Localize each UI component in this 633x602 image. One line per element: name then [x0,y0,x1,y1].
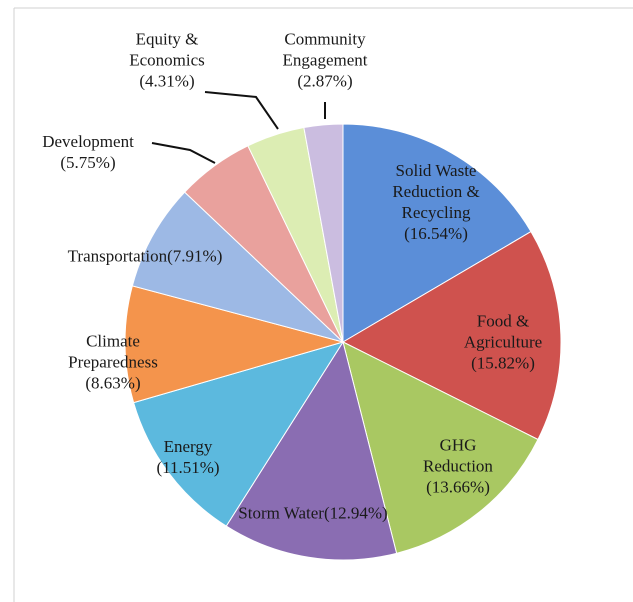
category-label: GHG Reduction [423,435,493,476]
slice-label: Transportation(7.91%) [30,246,260,267]
slice-label: Climate Preparedness (8.63%) [57,331,169,394]
category-label: Community Engagement [282,29,368,70]
slice-label: Solid Waste Reduction & Recycling (16.54%… [375,160,497,244]
value-label: (4.31%) [139,71,195,91]
pie-slice [124,285,345,404]
value-label: (2.87%) [297,71,353,91]
category-label: Climate Preparedness [68,331,158,372]
slice-label: Storm Water(12.94%) [238,503,388,524]
pie-slice [341,230,562,441]
leader-line [151,142,216,164]
pie-slice [225,340,398,561]
category-label: Food & Agriculture [463,311,543,352]
value-label: (15.82%) [471,353,535,373]
pie-slice [303,123,344,343]
slice-label: Food & Agriculture (15.82%) [447,311,559,374]
slice-label: Development (5.75%) [18,131,158,173]
value-label: (7.91%) [167,246,223,266]
pie-slice [342,341,539,554]
slice-label: Community Engagement (2.87%) [269,29,381,92]
slice-label: Energy (11.51%) [138,436,238,478]
value-label: (5.75%) [60,153,116,172]
category-label: Development [42,132,134,151]
category-label: Transportation [67,246,168,266]
pie-slice [131,191,344,343]
value-label: (8.63%) [85,373,141,393]
value-label: (12.94%) [323,503,388,523]
pie-slice [132,341,345,527]
category-label: Equity & Economics [129,29,205,70]
category-label: Energy [163,437,213,456]
leader-line [204,91,279,130]
slice-label: Equity & Economics (4.31%) [117,29,217,92]
value-label: (13.66%) [426,477,490,497]
pie-slice [342,123,532,343]
value-label: (11.51%) [156,458,220,477]
category-label: Storm Water [238,503,324,523]
category-label: Solid Waste Reduction & Recycling [392,161,480,222]
value-label: (16.54%) [404,224,468,243]
slice-label: GHG Reduction (13.66%) [408,435,508,498]
